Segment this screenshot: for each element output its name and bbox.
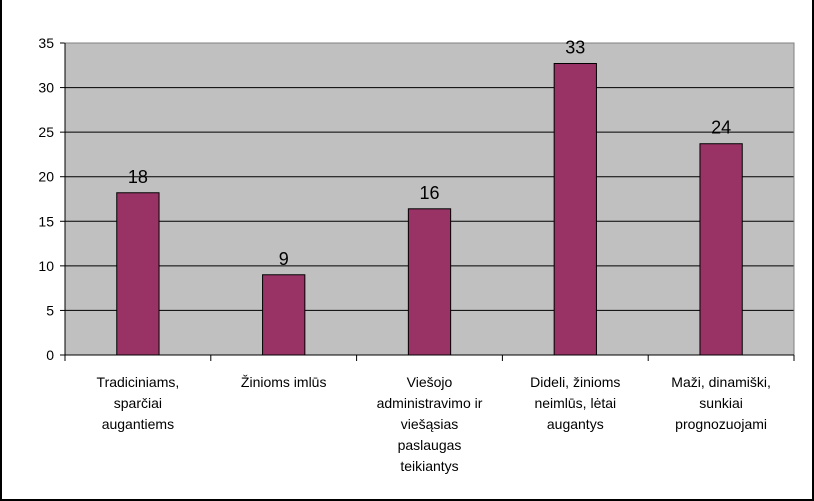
x-category-label: teikiantys — [400, 458, 458, 474]
y-tick-label: 35 — [38, 35, 54, 51]
x-category-label: augantiems — [102, 416, 174, 432]
x-category-label: neimlūs, lėtai — [534, 395, 616, 411]
bar — [553, 63, 597, 356]
x-category-label: sparčiai — [114, 395, 162, 411]
data-label: 16 — [419, 183, 439, 203]
y-tick-label: 25 — [38, 124, 54, 140]
bar — [116, 192, 160, 356]
y-tick-label: 5 — [46, 302, 54, 318]
data-label: 24 — [711, 118, 731, 138]
bar — [262, 274, 306, 356]
x-category-label: administravimo ir — [377, 395, 483, 411]
x-category-label: Maži, dinamiški, — [671, 374, 771, 390]
x-category-label: sunkiai — [699, 395, 743, 411]
x-category-label: paslaugas — [398, 437, 462, 453]
bar — [699, 143, 743, 356]
y-tick-label: 30 — [38, 80, 54, 96]
x-category-label: Viešojo — [407, 374, 453, 390]
data-label: 18 — [128, 167, 148, 187]
y-tick-label: 20 — [38, 169, 54, 185]
y-tick-label: 10 — [38, 258, 54, 274]
x-category-label: augantys — [547, 416, 604, 432]
x-category-label: Dideli, žinioms — [530, 374, 620, 390]
x-category-label: Tradiciniams, — [97, 374, 180, 390]
data-label: 33 — [565, 38, 585, 58]
bar — [407, 208, 452, 356]
x-category-label: Žinioms imlūs — [241, 374, 327, 390]
data-label: 9 — [279, 249, 289, 269]
x-category-label: prognozuojami — [675, 416, 767, 432]
x-category-label: viešąsias — [401, 416, 459, 432]
y-tick-label: 0 — [46, 347, 54, 363]
y-tick-label: 15 — [38, 213, 54, 229]
